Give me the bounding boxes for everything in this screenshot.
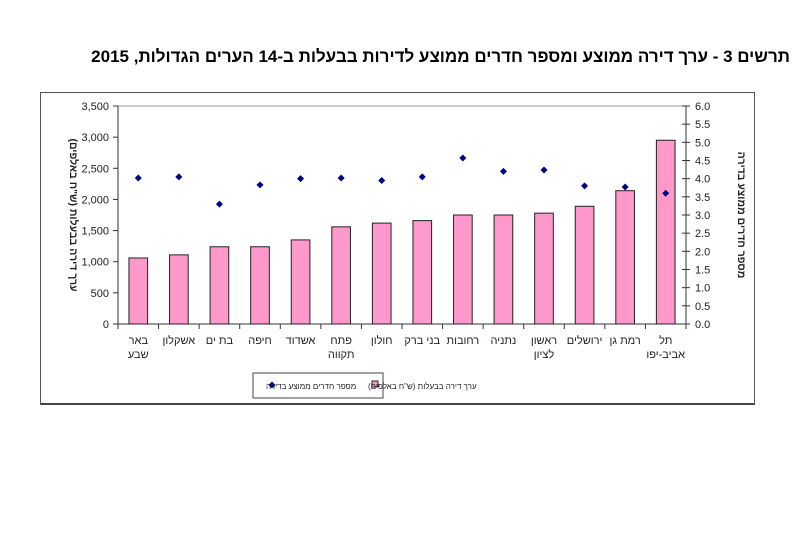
bar [290,239,311,325]
x-tick-label: רמת גן [610,335,641,347]
x-tick-label: נתניה [491,335,517,347]
bar [371,222,392,325]
x-tick-label: לציון [534,348,555,361]
data-point [134,174,142,182]
legend-square-icon [371,380,379,388]
x-tick-label: אביב-יפו [646,349,685,361]
x-tick-label: תל [659,334,672,347]
bar [615,190,635,325]
x-tick-label: חיפה [248,335,272,347]
data-point [459,154,467,162]
x-tick-label: שבע [128,349,149,361]
right-tick-label: 3.0 [695,210,710,222]
x-tick-label: תקווה [328,349,355,361]
data-point [256,181,264,189]
data-point [621,183,629,191]
data-point [662,189,670,197]
x-tick-label: באר [129,335,149,347]
data-point [418,173,426,181]
right-axis-title: מספר חדרים ממוצע בדירה [735,152,747,279]
left-tick-label: 1,500 [81,226,109,238]
left-tick-label: 500 [91,288,109,300]
x-tick-label: אשדוד [286,335,316,347]
x-tick-label: ראשון [531,335,557,347]
left-tick-label: 1,000 [81,257,109,269]
bar [128,257,149,325]
left-tick-label: 0 [103,319,109,331]
x-tick-label: חולון [371,334,393,347]
left-axis-title: ערך דירה בבעלות (ש"ח באלפים) [67,138,79,291]
right-tick-label: 2.5 [695,228,710,240]
x-tick-label: פתח [330,335,352,347]
right-tick-label: 3.5 [695,192,710,204]
chart-title: תרשים 3 - ערך דירה ממוצע ומספר חדרים ממו… [91,47,790,66]
right-tick-label: 5.5 [695,119,710,131]
bar [331,226,351,325]
left-tick-label: 2,500 [81,163,109,175]
right-tick-label: 1.0 [695,283,710,295]
right-tick-label: 6.0 [695,101,710,113]
bar [493,214,514,325]
data-point [540,166,548,174]
x-tick-label: בת ים [206,335,234,347]
x-tick-label: רחובות [447,335,480,347]
x-tick-label: ירושלים [567,334,603,347]
bar [412,220,433,325]
right-tick-label: 4.5 [695,156,710,168]
right-tick-label: 0.5 [695,301,710,313]
bar [574,205,595,325]
data-point [337,174,345,182]
data-point [215,200,223,208]
right-tick-label: 5.0 [695,137,710,149]
bar [250,246,270,325]
legend-label-value: ערך דירה בבעלות (ש"ח באלפים) [368,382,477,391]
legend-label-rooms: מספר חדרים ממוצע בדירה [266,382,356,391]
legend-diamond-icon [268,381,276,389]
bar [169,254,189,325]
right-tick-label: 2.0 [695,246,710,258]
right-tick-label: 4.0 [695,174,710,186]
data-point [297,175,305,183]
data-point [499,167,507,175]
left-tick-label: 2,000 [81,194,109,206]
chart-frame [40,92,755,405]
data-point [175,173,183,181]
right-tick-label: 0.0 [695,319,710,331]
bar [209,246,230,325]
bar [453,214,473,325]
left-tick-label: 3,000 [81,132,109,144]
bar [655,139,676,325]
x-tick-label: אשקלון [162,334,195,347]
bar [534,212,554,325]
data-point [378,176,386,184]
left-tick-label: 3,500 [81,101,109,113]
right-tick-label: 1.5 [695,265,710,277]
x-tick-label: בני ברק [404,335,440,347]
data-point [581,182,589,190]
